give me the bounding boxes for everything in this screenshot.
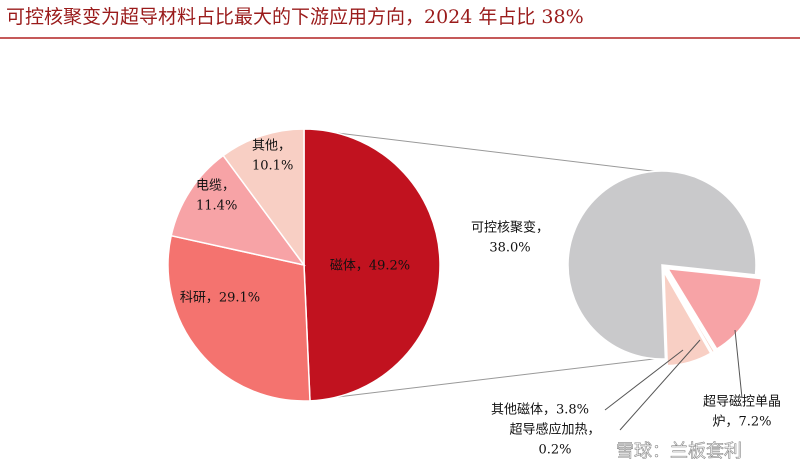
watermark: 雪球：兰板套利	[616, 441, 742, 462]
data-label: 38.0%	[489, 241, 530, 256]
pie-slice	[167, 234, 311, 402]
leader-line	[734, 329, 743, 399]
leader-line	[604, 349, 684, 411]
data-label: 其他，	[252, 139, 291, 154]
chart-title: 可控核聚变为超导材料占比最大的下游应用方向，2024 年占比 38%	[6, 6, 584, 28]
leader-line	[619, 339, 701, 431]
pie-slice	[222, 128, 305, 268]
data-label: 科研，29.1%	[180, 291, 260, 306]
pie-slice	[666, 267, 763, 351]
pie-slice	[567, 170, 757, 360]
data-label: 其他磁体，3.8%	[491, 403, 589, 418]
pie-slice	[664, 270, 716, 354]
connector	[303, 128, 661, 173]
data-label: 11.4%	[196, 199, 237, 214]
pie-slice	[170, 154, 306, 267]
data-label: 10.1%	[252, 159, 293, 174]
data-label: 电缆，	[196, 178, 235, 194]
connector	[303, 357, 663, 402]
data-label: 超导感应加热，	[509, 422, 600, 438]
data-label: 炉，7.2%	[712, 415, 771, 430]
data-label: 磁体，49.2%	[330, 259, 410, 274]
data-label: 超导磁控单晶	[703, 395, 781, 410]
data-label: 0.2%	[538, 443, 571, 458]
pie-slice	[303, 128, 441, 402]
data-label: 可控核聚变，	[471, 220, 549, 236]
pie-slice	[663, 271, 712, 367]
